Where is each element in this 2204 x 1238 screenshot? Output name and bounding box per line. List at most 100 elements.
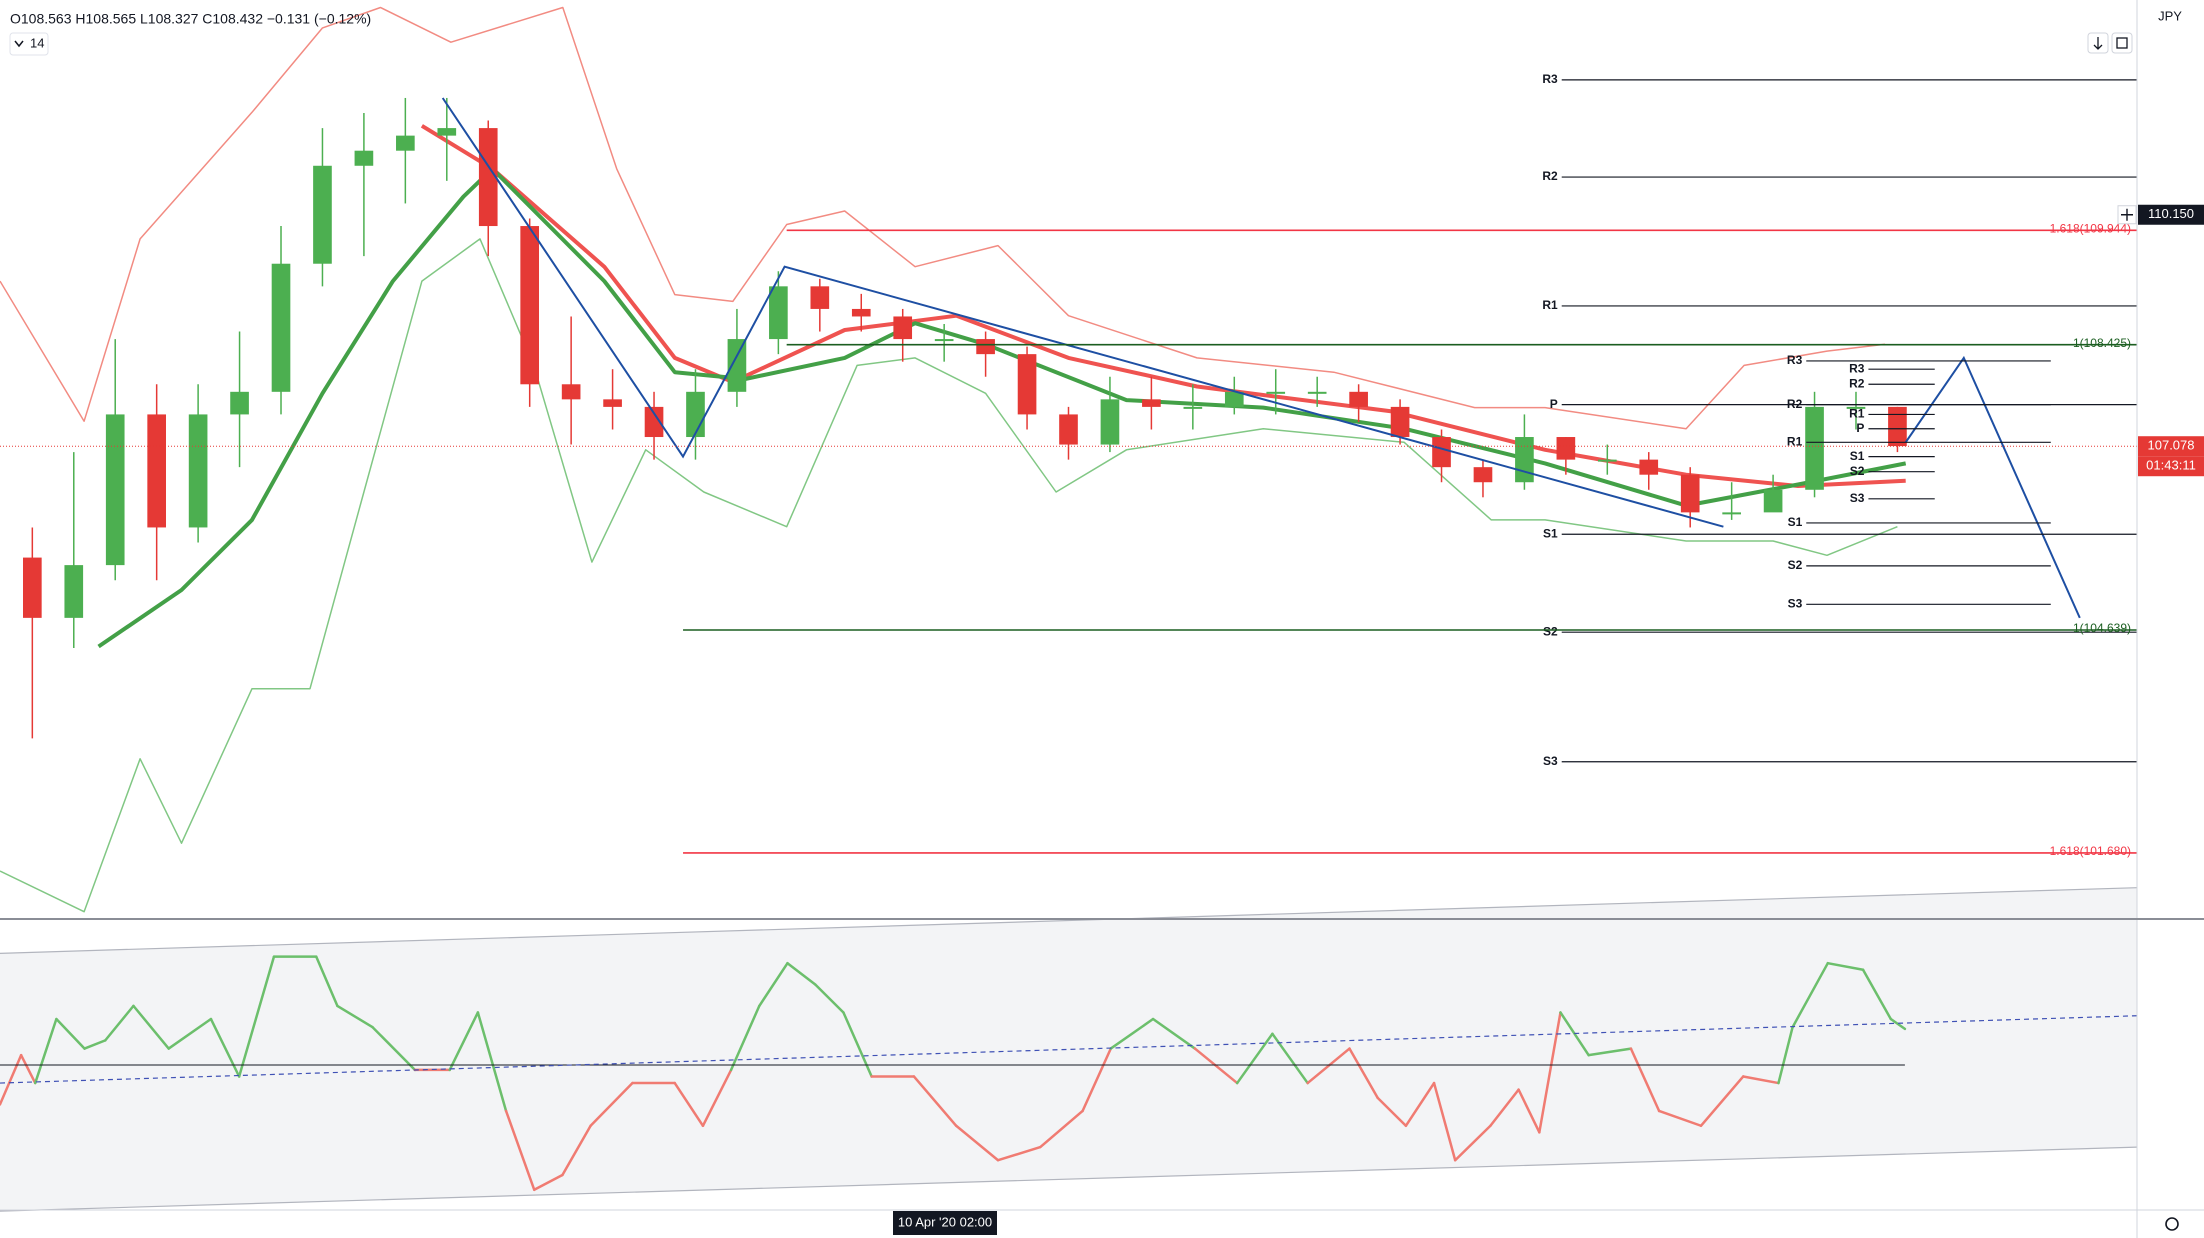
oscillator-segment [314,955,339,1008]
candle-body [976,339,995,355]
candle-body [603,399,622,407]
candle-body [893,316,913,340]
oscillator-segment [1489,1088,1520,1128]
oscillator-segment [996,1145,1042,1162]
interval: 14 [30,35,44,50]
candle-body [851,308,871,317]
oscillator-segment [673,1081,705,1128]
countdown-label: 01:43:11 [2146,458,2196,473]
candle-body [1307,391,1327,394]
candle-body [1183,406,1203,409]
candle-body [1888,406,1907,447]
oscillator-segment [336,1004,374,1029]
oscillator-segment [55,1017,86,1050]
pivot-label: S3 [1543,754,1558,768]
candle-body [1432,437,1451,468]
pivot-label: S1 [1850,449,1865,463]
channel-fill [0,887,2137,1212]
oscillator-segment [1151,1017,1197,1050]
indicator-line [420,124,1906,488]
oscillator-background [0,887,2138,1212]
channel-line [0,887,2138,954]
pivot-label: S2 [1543,624,1558,638]
candle-body [934,339,954,342]
oscillator-segment [0,1053,23,1106]
candle-body [810,286,830,309]
currency: JPY [2158,8,2182,23]
ohlc-readout: O108.563 H108.565 L108.327 C108.432 −0.1… [10,11,371,27]
oscillator-segment [1404,1081,1436,1128]
pivot-label: S3 [1788,596,1803,610]
candle-body [147,414,166,528]
oscillator-segment [33,1017,58,1085]
candle-body [561,384,581,400]
candle-body [520,226,540,385]
maximize-button[interactable] [2111,32,2133,54]
candle-body [354,150,374,166]
maximize-icon [2116,37,2128,49]
pivot-label: R3 [1542,72,1558,86]
oscillator-segment [786,961,817,986]
fib-label: 1.618(101.680) [2050,844,2131,858]
oscillator-segment [1193,1047,1239,1085]
oscillator-segment [1587,1047,1633,1057]
oscillator-segment [701,1068,733,1128]
candle-body [727,339,747,392]
candle-body [769,286,788,340]
candle-body [437,128,457,136]
marks [0,6,1907,1192]
candle-body [1390,406,1410,438]
interval-box[interactable] [9,32,49,56]
candle-body [23,557,42,618]
candle-body [478,128,498,227]
oscillator-segment [561,1124,592,1177]
candle-body [1639,459,1659,475]
pivot-label: S1 [1543,526,1558,540]
oscillator-segment [1889,1017,1907,1031]
oscillator-segment [1826,961,1865,972]
oscillator-segment [104,1004,135,1042]
crosshair-price: 110.150 [2148,206,2194,221]
oscillator-segment [758,961,789,1008]
countdown-badge [2138,456,2204,477]
oscillator-segment [1453,1124,1492,1162]
oscillator-segment [1657,1109,1703,1128]
oscillator-segment [814,983,845,1014]
oscillator-segment [1271,1032,1309,1085]
oscillator-segment [1861,968,1893,1021]
oscillator-segment [1538,1011,1562,1134]
pivot-label: R3 [1849,361,1865,375]
oscillator-segment [1629,1047,1661,1113]
crosshair-badge [2138,204,2204,225]
candle-body [1556,437,1576,460]
pivot-label: R2 [1849,376,1865,390]
oscillator-segment [209,1017,241,1078]
channel-line [0,1146,2138,1212]
oscillator-segment [1039,1109,1084,1149]
candle-body [1680,474,1700,513]
trend-line [441,97,1724,528]
fib-label: 1.618(109.944) [2050,221,2131,235]
candle-body [644,406,664,438]
candle-body [230,391,249,415]
oscillator-segment [1306,1047,1351,1085]
candle-body [313,165,332,264]
candle-body [1515,437,1534,483]
settings-icon[interactable] [2165,1217,2179,1231]
scroll-icon [2093,37,2103,50]
pivot-label: R1 [1849,407,1865,421]
oscillator-segment [1109,1017,1155,1050]
candle-body [1722,512,1741,515]
candle-body [1597,459,1617,462]
pivot-label: P [1856,421,1864,435]
oscillator-segment [842,1011,873,1078]
candle-body [1473,467,1493,483]
oscillator-segment [589,1081,634,1128]
candle-body [1846,406,1866,409]
crosshair-plus [2121,208,2133,221]
oscillator-segment [476,1011,508,1113]
pivot-label: R2 [1787,397,1803,411]
candle-body [1100,399,1120,445]
